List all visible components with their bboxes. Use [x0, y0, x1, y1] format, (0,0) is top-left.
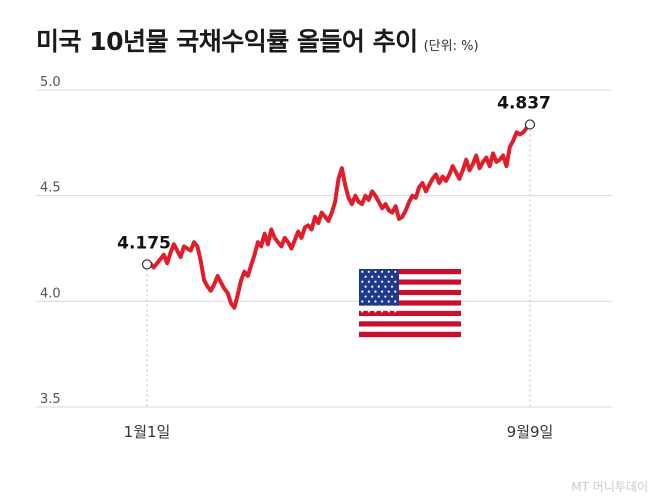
- flag-star: [394, 300, 397, 303]
- flag-star: [387, 280, 390, 283]
- flag-star: [371, 285, 374, 288]
- start-value-label: 4.175: [117, 233, 171, 253]
- flag-star: [374, 270, 377, 273]
- flag-stripe: [359, 269, 461, 275]
- publisher-credit: MT 머니투데이: [571, 480, 648, 494]
- flag-star: [381, 270, 384, 273]
- flag-star: [394, 270, 397, 273]
- y-axis-ticks: 5.0 4.5 4.0 3.5: [40, 75, 61, 407]
- flag-star: [367, 300, 370, 303]
- flag-star: [394, 290, 397, 293]
- flag-star: [377, 295, 380, 298]
- flag-star: [367, 270, 370, 273]
- y-tick-label: 5.0: [40, 75, 61, 90]
- flag-star: [387, 310, 390, 313]
- flag-stripe: [359, 284, 461, 291]
- flag-star: [367, 310, 370, 313]
- flag-star: [387, 270, 390, 273]
- end-point-marker: [524, 119, 536, 130]
- flag-star: [371, 275, 374, 278]
- x-tick-label: 9월9일: [507, 423, 554, 441]
- flag-stripe: [359, 321, 461, 327]
- flag-star: [374, 300, 377, 303]
- unit-label: (단위: %): [423, 39, 479, 54]
- start-point-marker: [141, 259, 153, 270]
- flag-star: [374, 290, 377, 293]
- flag-star: [390, 305, 394, 308]
- flag-star: [361, 270, 364, 273]
- flag-stripe: [359, 310, 461, 317]
- flag-star: [387, 290, 390, 293]
- flag-star: [367, 290, 370, 293]
- y-tick-label: 4.5: [40, 181, 61, 196]
- flag-star: [364, 285, 367, 288]
- us-flag-image: [359, 269, 461, 338]
- flag-star: [381, 280, 384, 283]
- flag-stripe: [359, 316, 461, 322]
- flag-star: [364, 275, 367, 278]
- flag-stripe: [359, 326, 461, 332]
- yield-series-line: [145, 122, 532, 310]
- y-tick-label: 3.5: [40, 392, 61, 407]
- guide-lines: [146, 124, 531, 407]
- flag-star: [381, 300, 384, 303]
- flag-stripe: [359, 305, 461, 312]
- flag-star: [384, 305, 387, 308]
- flag-star: [377, 285, 380, 288]
- end-value-label: 4.837: [497, 93, 551, 113]
- flag-star: [377, 275, 380, 278]
- flag-star: [361, 290, 364, 293]
- flag-star: [364, 305, 367, 308]
- x-axis-ticks: 1월1일 9월9일: [124, 423, 554, 441]
- flag-star: [361, 310, 364, 313]
- flag-stripe: [359, 295, 461, 301]
- flag-star: [384, 285, 387, 288]
- series-group: [145, 122, 532, 310]
- flag-star: [390, 275, 394, 278]
- flag-star: [374, 310, 377, 313]
- annotations: 4.175 4.837: [117, 93, 551, 270]
- x-tick-label: 1월1일: [124, 423, 171, 441]
- flag-star: [371, 305, 374, 308]
- chart-title: 미국 10년물 국채수익률 올들어 추이 (단위: %): [36, 22, 479, 58]
- flag-stripe: [359, 289, 461, 296]
- chart-title-text: 미국 10년물 국채수익률 올들어 추이: [36, 27, 418, 56]
- flag-star: [381, 290, 384, 293]
- flag-star: [367, 280, 370, 283]
- flag-star: [390, 295, 394, 298]
- flag-stripe: [359, 331, 461, 338]
- flag-star: [394, 280, 397, 283]
- y-tick-label: 4.0: [40, 286, 61, 301]
- flag-stripe: [359, 279, 461, 285]
- flag-star: [371, 295, 374, 298]
- flag-star: [361, 280, 364, 283]
- flag-star: [374, 280, 377, 283]
- flag-star: [381, 310, 384, 313]
- grid-lines: [36, 89, 612, 408]
- flag-star: [390, 285, 394, 288]
- flag-stripe: [359, 300, 461, 306]
- flag-star: [384, 295, 387, 298]
- flag-stripe: [359, 274, 461, 280]
- flag-star: [387, 300, 390, 303]
- flag-star: [394, 310, 397, 313]
- flag-star: [384, 275, 387, 278]
- flag-star: [377, 305, 380, 308]
- flag-star: [361, 300, 364, 303]
- flag-star: [364, 295, 367, 298]
